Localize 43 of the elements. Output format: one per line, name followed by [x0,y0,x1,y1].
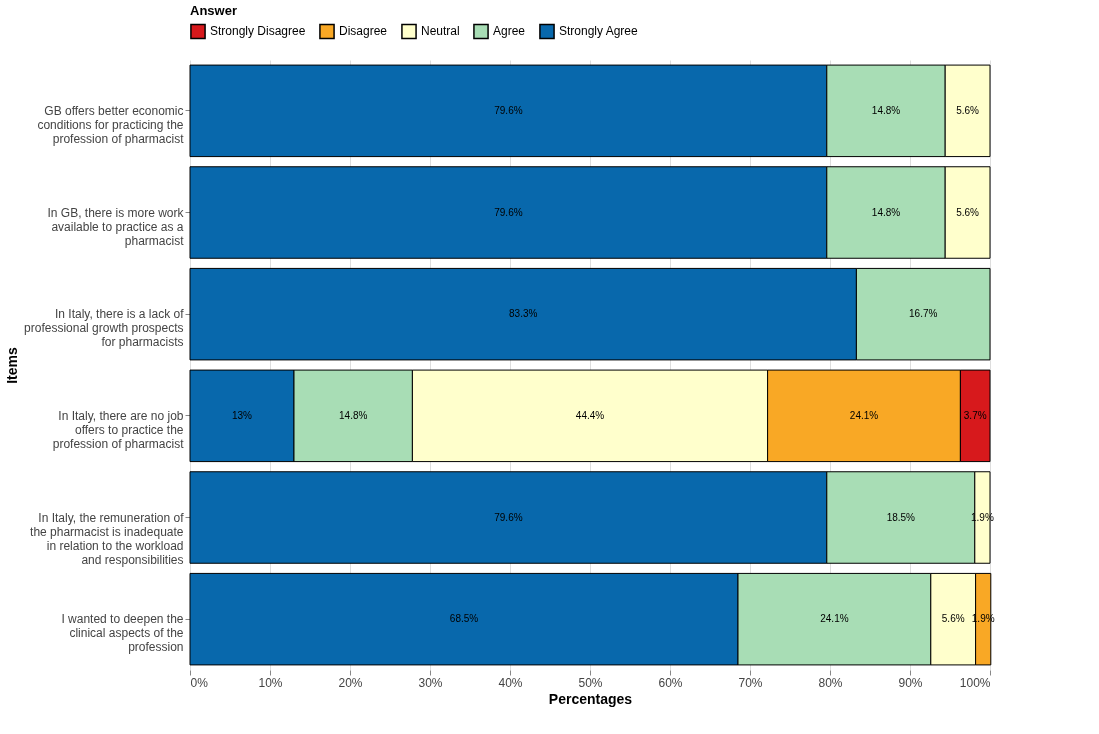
data-label: 14.8% [339,409,368,421]
data-label: 18.5% [886,511,916,523]
data-label: 24.1% [849,409,879,421]
y-tick-label: In GB, there is more work available to practice as a pharmacist [47,205,185,248]
data-label: 79.6% [494,104,523,116]
x-tick-label: 0% [190,675,209,690]
data-label: 79.6% [494,206,523,218]
data-label: 14.8% [871,206,901,218]
legend-title: Answer [190,3,237,18]
data-label: 5.6% [956,206,980,218]
y-tick-label: I wanted to deepen the clinical aspects of the profession [61,612,184,655]
data-label: 5.6% [956,104,980,116]
x-axis-title: Percentages [548,690,633,707]
x-tick-label: 30% [418,675,443,690]
x-tick-label: 60% [658,675,683,690]
x-tick-label: 80% [818,675,843,690]
legend-label: Strongly Agree [559,24,639,39]
data-label: 68.5% [449,613,479,625]
data-label: 13% [231,409,253,421]
data-label: 79.6% [494,511,523,523]
data-label: 5.6% [941,613,965,625]
data-label: 3.7% [963,409,987,421]
x-tick-label: 50% [578,675,603,690]
data-label: 16.7% [909,308,938,320]
data-label: 14.8% [871,104,901,116]
x-tick-label: 100% [959,675,991,690]
legend-label: Agree [493,24,526,39]
y-axis-title: Items [4,347,21,384]
y-tick-label: GB offers better economic conditions for practicing the profession of pharmacist [37,103,185,146]
x-tick-label: 70% [738,675,763,690]
legend-label: Neutral [421,24,460,39]
legend-label: Strongly Disagree [210,24,306,39]
x-tick-label: 20% [338,675,363,690]
data-label: 83.3% [509,308,538,320]
data-label: 44.4% [575,409,605,421]
data-label: 24.1% [820,613,849,625]
x-tick-label: 90% [898,675,923,690]
y-tick-label: In Italy, there is a lack of professional growth prospects for pharmacists [24,307,185,350]
legend-label: Disagree [339,24,388,39]
x-tick-label: 40% [498,675,523,690]
y-tick-label: In Italy, there are no job offers to practice the profession of pharmacist [52,408,185,451]
y-tick-label: In Italy, the remuneration of the pharmacist is inadequate in relation to the workload and responsibilities [30,510,185,567]
x-tick-label: 10% [258,675,283,690]
